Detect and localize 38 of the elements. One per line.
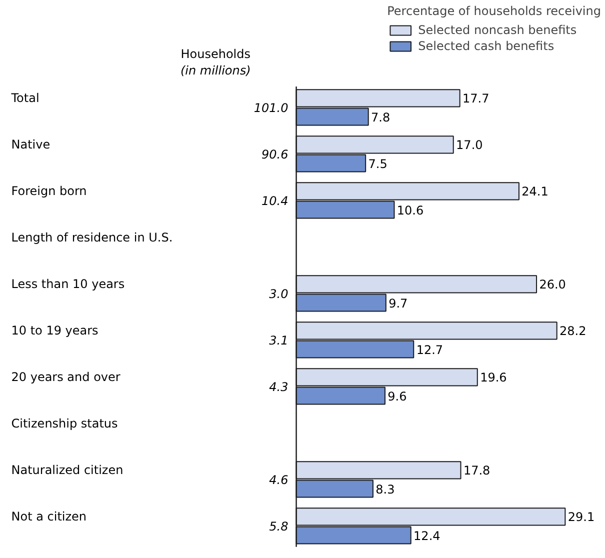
text: 10.4 [261,194,288,208]
y-tick-label: Foreign born [11,184,87,198]
data-label: 17.0 [456,138,483,152]
text: 3.0 [269,286,289,301]
y-tick-label: Less than 10 years [11,277,125,292]
y-tick-label: Native [11,138,50,152]
legend-label: Selected noncash benefits [418,23,577,37]
text: 3.1 [269,333,288,348]
text: 101.0 [254,100,289,115]
y-tick-label: Not a citizen [11,510,87,524]
legend-title: Percentage of households receiving [387,4,601,18]
y-tick-label: Naturalized citizen [11,463,124,478]
text: 90.6 [261,147,289,162]
data-label: 7.5 [368,156,388,171]
data-label: 9.6 [388,389,407,404]
text: 4.6 [269,472,289,487]
data-label: 7.8 [371,110,390,124]
data-label: 24.1 [522,184,548,199]
data-label: 12.4 [414,528,440,543]
data-label: 28.2 [560,324,586,338]
y-tick-label: 10 to 19 years [11,324,98,338]
data-label: 19.6 [480,370,507,385]
data-label: 10.6 [396,203,424,218]
text: 5.8 [269,519,289,534]
text: Households (in millions) [180,46,251,78]
data-label: 9.7 [388,296,408,310]
data-label: 17.8 [463,464,490,478]
y-tick-label: 20 years and over [11,370,120,384]
y-tick-label: Total [10,91,40,106]
legend-label: Selected cash benefits [418,39,554,53]
data-label: 8.3 [376,482,395,496]
data-label: 29.1 [568,510,595,524]
y-tick-label: Citizenship status [11,416,118,431]
data-label: 26.0 [539,278,566,292]
data-label: 12.7 [416,342,444,357]
data-label: 17.7 [462,92,490,106]
y-tick-label: Length of residence in U.S. [11,230,173,245]
text: 4.3 [269,380,288,394]
